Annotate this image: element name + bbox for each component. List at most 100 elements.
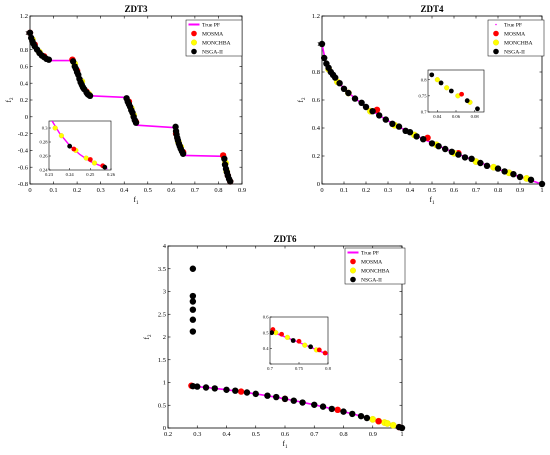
y-tick-label: -0.2 [18,131,28,138]
series-nsga-point [501,168,508,175]
chart-zdt4: ZDT4 0 0.1 0.2 0.3 0.4 0.5 0.6 0.7 0.8 0.9 1 0 0.2 0.4… [296,4,546,206]
inset-y-tick-label: 0.75 [418,93,427,98]
series-nsga-point [223,386,230,393]
series-nsga-point [311,401,318,408]
x-axis-label: f1 [283,439,289,450]
series-mosma-point [334,406,341,413]
y-tick-label: 0.8 [20,47,28,54]
legend-swatch-mosma [191,30,197,37]
series-nsga-point [290,338,296,343]
legend: True PF MOSMA MONCHBA NSGA-II [487,19,545,57]
series-monchba-point [444,85,450,91]
inset-x-tick-label: 0.23 [45,172,54,177]
y-tick-label: 1 [163,380,166,387]
inset-y-tick-label: 0.28 [39,140,48,145]
inset-x-tick-label: 0.25 [86,172,95,177]
x-tick-label: 0.1 [49,187,57,194]
x-tick-label: 0.3 [97,187,105,194]
series-nsga-point [281,395,289,403]
series-nsga-point [243,389,251,396]
x-tick-label: 0.8 [339,431,347,438]
series-nsga-point [428,140,436,147]
series-nsga-point [202,384,210,391]
y-tick-label: 2.5 [158,311,166,318]
series-nsga-point [413,133,420,140]
x-tick-label: 0.2 [73,187,81,194]
series-nsga-point [340,408,347,415]
y-tick-label: 0 [25,114,28,121]
inset-x-tick-label: 0.75 [295,366,304,371]
inset-plot [51,121,108,170]
y-tick-label: 0.4 [312,125,321,132]
series-monchba-point [389,421,397,429]
series-nsga-point [189,316,197,323]
series-nsga-point [406,129,414,136]
chart-title: ZDT6 [273,234,297,244]
legend-label-true_pf: True PF [202,23,220,29]
series-nsga-point [179,150,187,157]
x-tick-label: 0 [28,187,31,194]
inset: 0.04 0.06 0.08 0.7 0.75 0.8 [418,69,485,119]
series-nsga-point [475,106,480,112]
x-tick-label: 0.8 [494,187,502,194]
series-nsga-point [299,399,306,406]
inset-x-tick-label: 0.06 [452,114,461,119]
inset-y-tick-label: 0.6 [263,315,269,320]
inset-plot [270,327,328,356]
series-true_pf-line [89,95,128,99]
legend-label-monchba: MONCHBA [504,41,533,47]
series-nsga-point [290,397,297,404]
series-monchba-point [58,133,64,139]
legend-label-monchba: MONCHBA [361,269,390,275]
series-nsga-point [389,120,396,128]
legend-swatch-monchba [350,267,356,274]
series-nsga-point [420,136,427,143]
legend-label-nsga: NSGA-II [504,50,525,56]
x-axis-label: f1 [134,195,140,206]
y-tick-label: 0 [163,425,166,432]
inset-y-tick-label: 0.5 [263,330,269,335]
legend-label-mosma: MOSMA [202,32,223,38]
series-nsga-point [132,119,140,126]
y-tick-label: 0.2 [312,153,320,160]
series-mosma-point [316,347,322,353]
legend-label-mosma: MOSMA [361,260,382,266]
legend-label-nsga: NSGA-II [361,278,382,284]
series-nsga-point [189,328,197,335]
y-tick-label: 3 [163,289,166,296]
inset-y-tick-label: 0.8 [421,77,427,82]
inset-x-tick-label: 0.26 [107,172,116,177]
legend-label-mosma: MOSMA [504,32,525,38]
series-nsga-point [45,56,53,63]
series-nsga-point [358,99,365,107]
y-tick-label: 0.6 [312,97,321,104]
legend: True PF MOSMA MONCHBA NSGA-II [185,19,243,57]
y-tick-label: 0 [317,181,320,188]
x-tick-label: 0.3 [193,431,201,438]
x-tick-label: 0.2 [362,187,370,194]
series-nsga-point [448,148,455,155]
y-axis-label: f2 [296,97,307,103]
x-tick-label: 0.7 [472,187,481,194]
series-nsga-point [464,98,470,104]
series-monchba-point [52,125,58,131]
series-nsga-point [227,178,234,185]
legend-label-nsga: NSGA-II [202,50,223,56]
y-tick-label: 4 [163,243,167,250]
inset-x-tick-label: 0.04 [433,114,442,119]
series-true_pf-line [136,124,177,129]
series-nsga-point [189,298,197,305]
series-nsga-point [252,390,259,398]
x-tick-label: 0.6 [281,431,290,438]
series-nsga-point [264,392,271,399]
x-tick-label: 0.3 [384,187,392,194]
inset-plot [429,72,480,112]
legend-label-true_pf: True PF [361,251,379,257]
series-nsga-point [319,403,327,410]
y-tick-label: 2 [163,334,166,341]
legend-swatch-mosma [493,30,499,37]
x-tick-label: 0 [320,187,323,194]
series-nsga-point [189,265,197,272]
series-nsga-point [328,405,335,413]
series-nsga-point [516,173,524,181]
